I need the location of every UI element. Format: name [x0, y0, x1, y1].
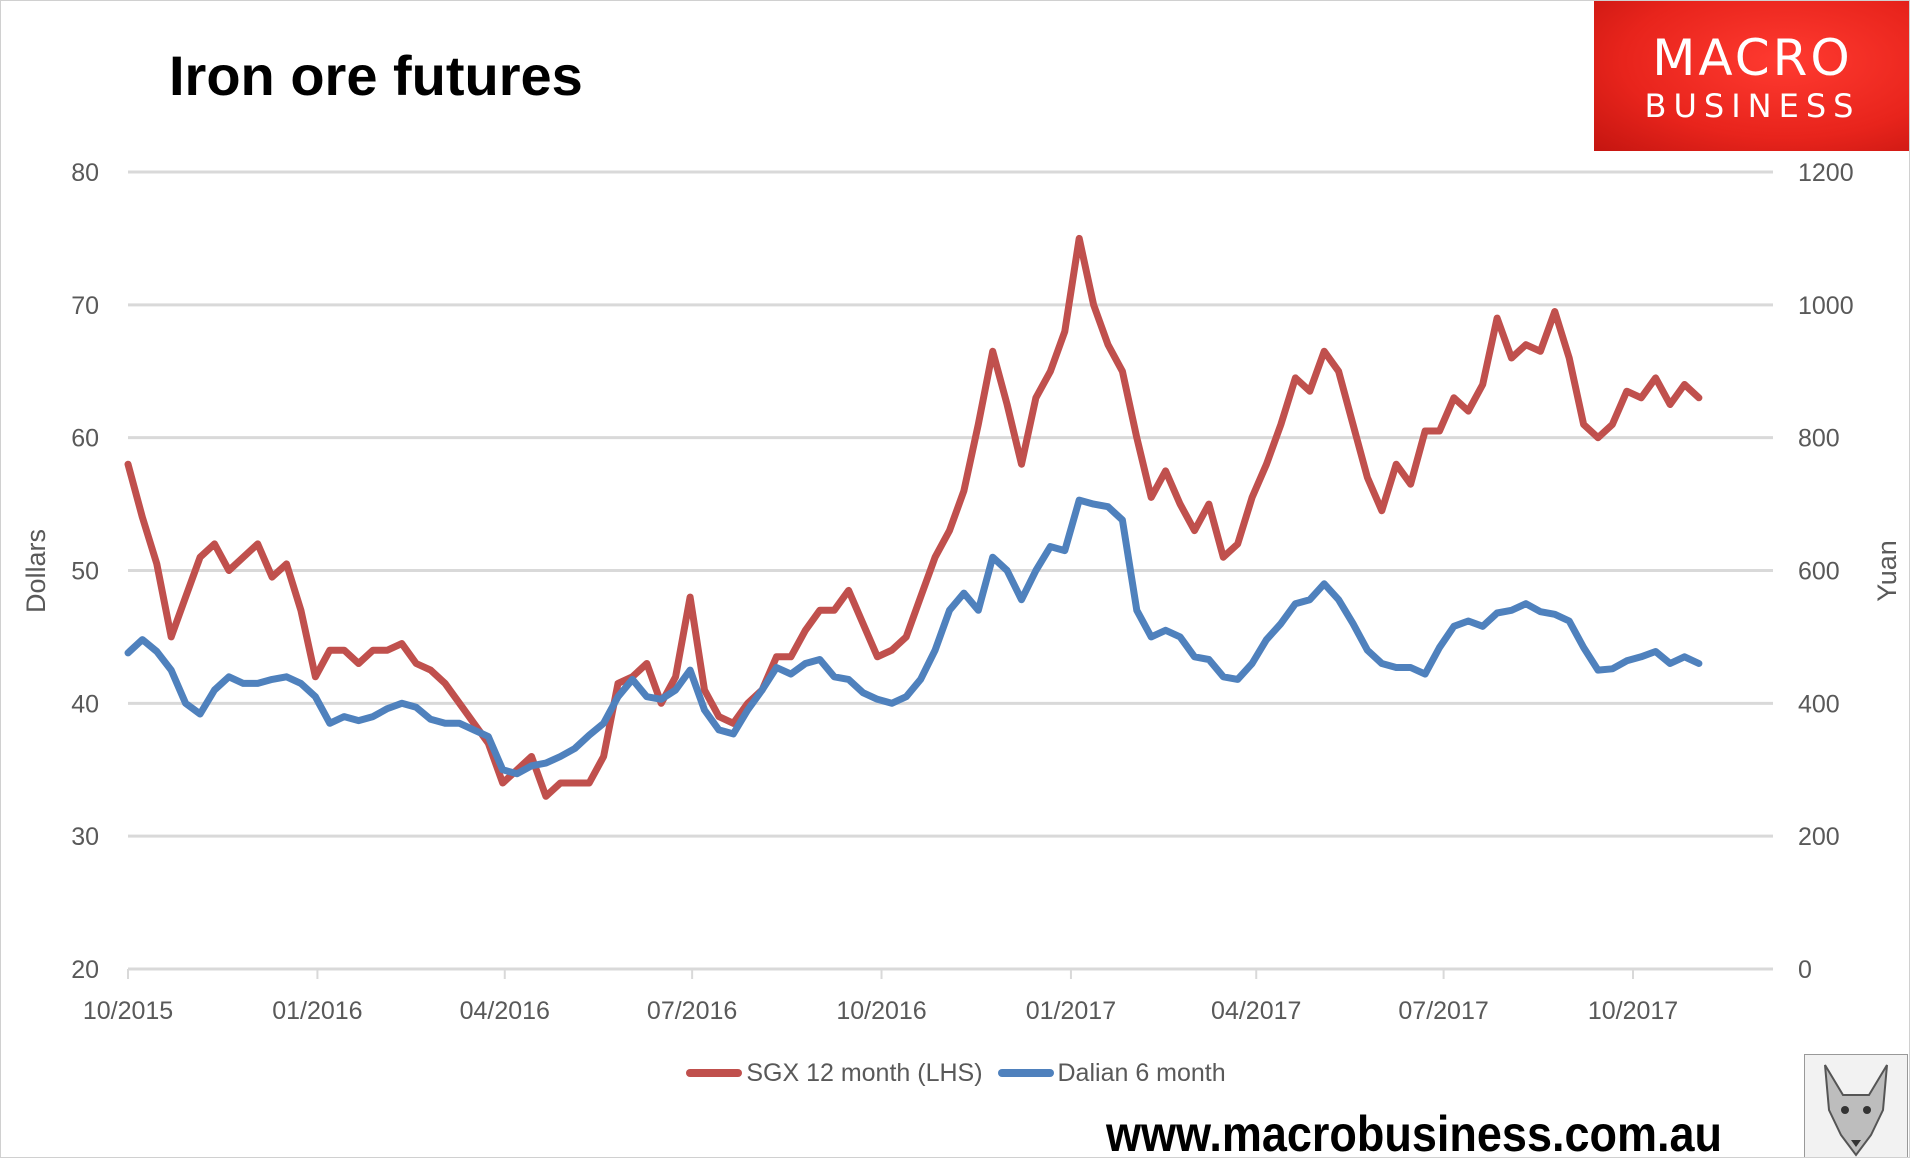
- y-tick-label: 40: [71, 690, 99, 718]
- fox-logo-image: [1804, 1054, 1908, 1157]
- y-axis-right: 0 200 400 600 800 1000 1200: [1798, 159, 1854, 984]
- legend: SGX 12 month (LHS) Dalian 6 month: [1, 1055, 1909, 1088]
- gridlines: [128, 170, 1773, 971]
- y2-tick-label: 600: [1798, 558, 1840, 586]
- x-tick-label: 04/2016: [460, 997, 550, 1025]
- logo-line-2: BUSINESS: [1644, 87, 1861, 125]
- y2-tick-label: 0: [1798, 956, 1812, 984]
- legend-swatch-dalian: [997, 1069, 1054, 1077]
- website-url: www.macrobusiness.com.au: [1106, 1106, 1723, 1158]
- y2-tick-label: 200: [1798, 823, 1840, 851]
- x-tick-label: 07/2017: [1398, 997, 1488, 1025]
- logo-line-1: MACRO: [1652, 29, 1853, 87]
- x-tick-label: 10/2015: [83, 997, 173, 1025]
- x-axis: 10/2015 01/2016 04/2016 07/2016 10/2016 01/20…: [83, 969, 1678, 1025]
- series-line-sgx: [124, 234, 1703, 800]
- x-tick-label: 01/2016: [272, 997, 362, 1025]
- x-tick-label: 04/2017: [1211, 997, 1301, 1025]
- x-tick-label: 10/2017: [1588, 997, 1678, 1025]
- x-tick-label: 01/2017: [1026, 997, 1116, 1025]
- legend-label-sgx: SGX 12 month (LHS): [746, 1058, 983, 1087]
- y-tick-label: 80: [71, 159, 99, 187]
- series-line-dalian: [124, 496, 1703, 778]
- series-lines: [124, 234, 1703, 800]
- chart-title: Iron ore futures: [169, 44, 583, 107]
- y2-tick-label: 1200: [1798, 159, 1854, 187]
- y2-tick-label: 1000: [1798, 292, 1854, 320]
- y-tick-label: 70: [71, 292, 99, 320]
- legend-swatch-sgx: [686, 1069, 743, 1077]
- legend-label-dalian: Dalian 6 month: [1057, 1058, 1226, 1087]
- y2-tick-label: 400: [1798, 690, 1840, 718]
- macrobusiness-logo: MACRO BUSINESS: [1594, 1, 1909, 151]
- legend-item-sgx: SGX 12 month (LHS): [686, 1058, 983, 1088]
- y-tick-label: 50: [71, 558, 99, 586]
- y-tick-label: 60: [71, 425, 99, 453]
- y-tick-label: 30: [71, 823, 99, 851]
- x-tick-label: 07/2016: [647, 997, 737, 1025]
- x-tick-label: 10/2016: [836, 997, 926, 1025]
- y-tick-label: 20: [71, 956, 99, 984]
- y2-tick-label: 800: [1798, 425, 1840, 453]
- legend-item-dalian: Dalian 6 month: [997, 1058, 1226, 1088]
- y-axis-title-right: Yuan: [1872, 540, 1902, 602]
- y-axis-title-left: Dollars: [21, 529, 51, 613]
- y-axis-left: 20 30 40 50 60 70 80: [71, 159, 99, 984]
